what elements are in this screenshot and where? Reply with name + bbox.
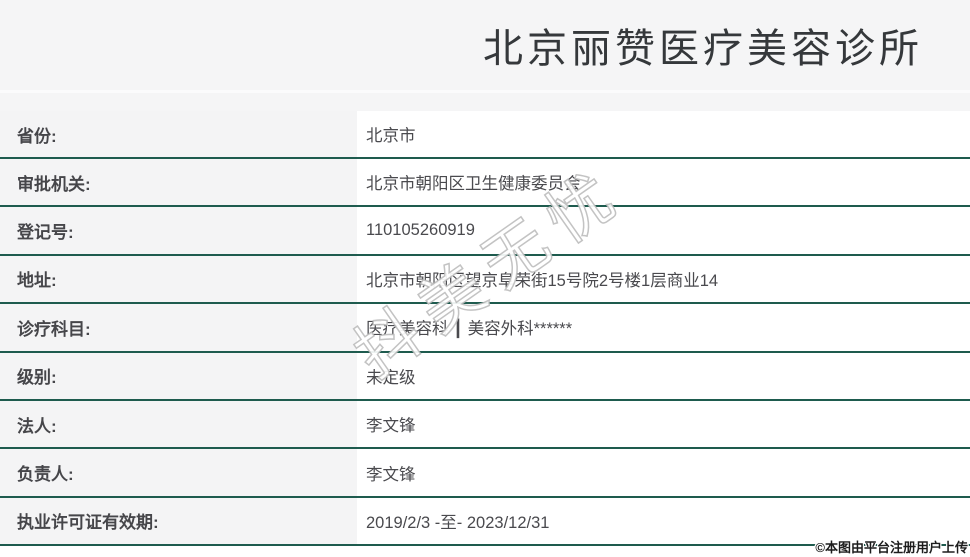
row-value: 2019/2/3 -至- 2023/12/31	[357, 497, 970, 545]
table-row-legal-person: 法人: 李文锋	[0, 398, 970, 448]
table-row-treatment-subjects: 诊疗科目: 医疗美容科 ┃ 美容外科******	[0, 302, 970, 351]
row-label: 审批机关:	[0, 159, 357, 206]
row-label: 法人:	[0, 400, 357, 448]
clinic-info-table: 省份: 北京市 审批机关: 北京市朝阳区卫生健康委员会 登记号: 1101052…	[0, 111, 970, 547]
row-label: 地址:	[0, 255, 357, 303]
table-row-registration-number: 登记号: 110105260919	[0, 205, 970, 254]
row-label: 省份:	[0, 111, 357, 157]
row-value: 未定级	[357, 352, 970, 399]
upload-attribution: ©本图由平台注册用户上传	[815, 540, 968, 555]
row-value: 医疗美容科 ┃ 美容外科******	[357, 304, 970, 351]
row-value: 北京市朝阳区望京阜荣街15号院2号楼1层商业14	[357, 255, 970, 303]
table-row-license-validity: 执业许可证有效期: 2019/2/3 -至- 2023/12/31	[0, 495, 970, 545]
row-value: 北京市	[357, 111, 970, 157]
header-strip	[0, 93, 970, 111]
row-label: 执业许可证有效期:	[0, 497, 357, 545]
row-value: 李文锋	[357, 449, 970, 496]
page-title: 北京丽赞医疗美容诊所	[483, 27, 923, 71]
table-row-level: 级别: 未定级	[0, 350, 970, 399]
row-label: 负责人:	[0, 449, 357, 496]
table-row-approval-authority: 审批机关: 北京市朝阳区卫生健康委员会	[0, 157, 970, 206]
row-value: 110105260919	[357, 207, 970, 254]
row-value: 北京市朝阳区卫生健康委员会	[357, 159, 970, 206]
table-row-address: 地址: 北京市朝阳区望京阜荣街15号院2号楼1层商业14	[0, 253, 970, 303]
row-label: 诊疗科目:	[0, 304, 357, 351]
table-row-person-in-charge: 负责人: 李文锋	[0, 447, 970, 496]
row-label: 登记号:	[0, 207, 357, 254]
row-label: 级别:	[0, 352, 357, 399]
page-header: 北京丽赞医疗美容诊所	[0, 0, 970, 93]
table-row-province: 省份: 北京市	[0, 111, 970, 157]
row-value: 李文锋	[357, 400, 970, 448]
